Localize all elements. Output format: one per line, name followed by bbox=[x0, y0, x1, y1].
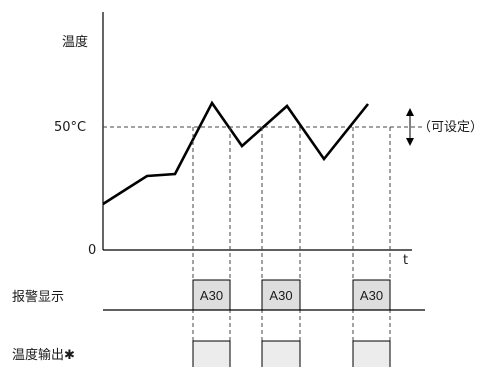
adjustable-note: （可设定） bbox=[418, 120, 483, 135]
output-pulse bbox=[261, 340, 301, 367]
setpoint-label: 50°C bbox=[54, 120, 86, 135]
adjust-arrow bbox=[406, 108, 414, 146]
output-pulse bbox=[352, 340, 391, 367]
guide-lines bbox=[192, 127, 391, 367]
origin-label: 0 bbox=[88, 243, 96, 258]
svg-text:A30: A30 bbox=[360, 288, 383, 303]
alarm-row-label: 报警显示 bbox=[12, 289, 64, 305]
alarm-box: A30 bbox=[352, 279, 391, 311]
y-axis-label: 温度 bbox=[62, 34, 88, 50]
svg-text:A30: A30 bbox=[200, 288, 223, 303]
output-row-label: 温度输出✱ bbox=[12, 347, 75, 363]
alarm-box: A30 bbox=[261, 279, 301, 311]
x-axis-label: t bbox=[403, 253, 408, 268]
temperature-curve bbox=[102, 100, 370, 206]
svg-text:A30: A30 bbox=[269, 288, 292, 303]
output-pulse bbox=[192, 340, 231, 367]
alarm-box: A30 bbox=[192, 279, 231, 311]
